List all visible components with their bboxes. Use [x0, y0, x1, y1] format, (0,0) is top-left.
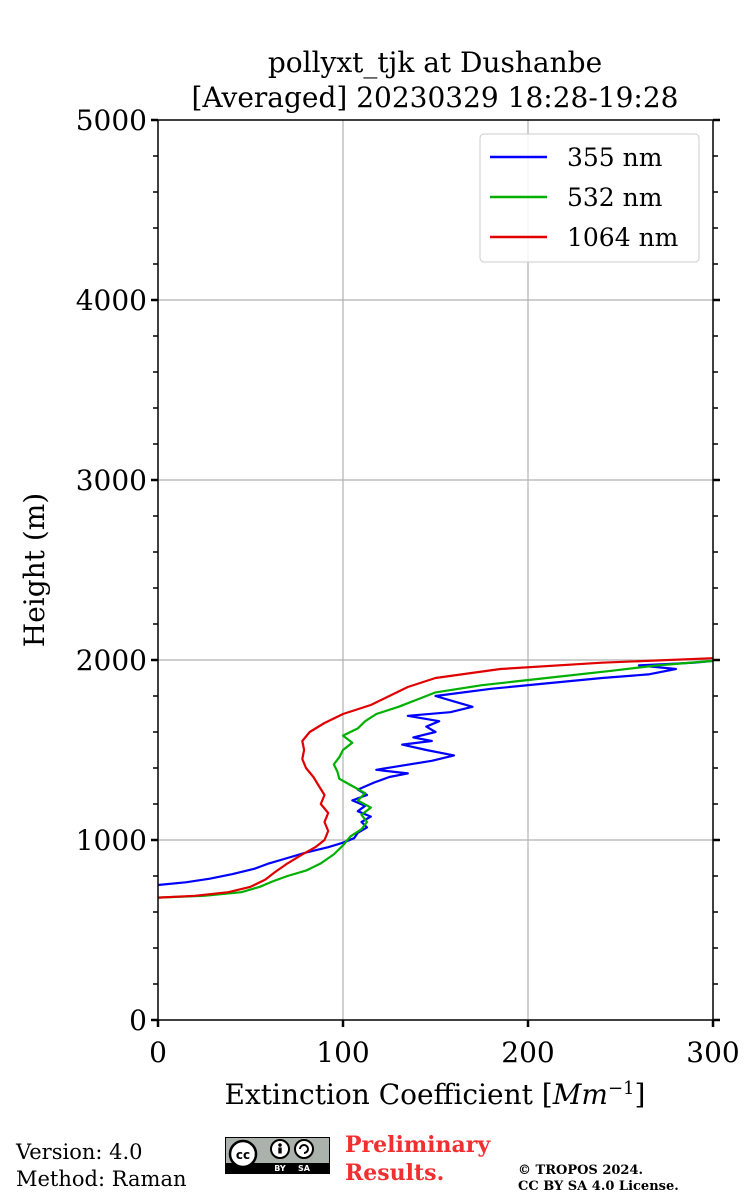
cc-by-sa-badge: cc BY SA [225, 1137, 330, 1174]
legend-box [479, 133, 700, 263]
x-tick-label: 200 [501, 1036, 554, 1069]
data-series [157, 657, 714, 899]
y-tick-label: 5000 [76, 104, 147, 137]
copyright-line-2: CC BY SA 4.0 License. [518, 1179, 679, 1194]
extinction-profile-chart: pollyxt_tjk at Dushanbe [Averaged] 20230… [18, 46, 740, 1112]
legend-label: 355 nm [567, 143, 663, 172]
series-line-355-nm [157, 659, 714, 887]
series-line-532-nm [157, 659, 714, 899]
svg-text:cc: cc [236, 1148, 250, 1162]
x-tick-label: 300 [686, 1036, 739, 1069]
chart-subtitle: [Averaged] 20230329 18:28-19:28 [192, 81, 679, 114]
sa-icon [294, 1139, 314, 1159]
preliminary-line-1: Preliminary [345, 1132, 491, 1158]
x-axis-label: Extinction Coefficient [Mm−1] [225, 1078, 646, 1112]
plot-frame [157, 119, 714, 1021]
version-label: Version: 4.0 [16, 1140, 143, 1164]
preliminary-line-2: Results. [345, 1160, 445, 1186]
chart-title: pollyxt_tjk at Dushanbe [268, 46, 602, 79]
y-tick-label: 0 [129, 1004, 147, 1037]
copyright-notice: © TROPOS 2024. CC BY SA 4.0 License. [518, 1163, 679, 1195]
svg-text:SA: SA [298, 1164, 311, 1173]
series-line-1064-nm [157, 657, 714, 899]
cc-icon [228, 1139, 258, 1169]
y-axis-label: Height (m) [18, 493, 51, 647]
legend-label: 532 nm [567, 183, 663, 212]
y-tick-label: 3000 [76, 464, 147, 497]
copyright-line-1: © TROPOS 2024. [518, 1163, 644, 1178]
y-tick-label: 4000 [76, 284, 147, 317]
preliminary-results-notice: Preliminary Results. [345, 1131, 490, 1187]
x-tick-label: 100 [316, 1036, 369, 1069]
y-tick-label: 2000 [76, 644, 147, 677]
y-tick-label: 1000 [76, 824, 147, 857]
method-label: Method: Raman [16, 1167, 187, 1191]
x-tick-label: 0 [149, 1036, 167, 1069]
legend: 355 nm 532 nm 1064 nm [479, 133, 700, 263]
grid-lines [158, 120, 713, 1020]
legend-label: 1064 nm [567, 223, 679, 252]
svg-text:BY: BY [274, 1164, 286, 1173]
